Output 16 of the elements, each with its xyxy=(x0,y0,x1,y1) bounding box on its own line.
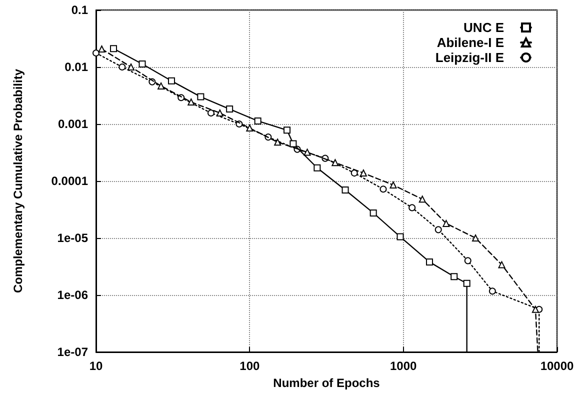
y-tick-label: 0.01 xyxy=(64,60,88,74)
x-tick-label: 1000 xyxy=(390,359,418,373)
y-tick-label: 0.0001 xyxy=(51,174,88,188)
x-axis-title: Number of Epochs xyxy=(273,376,380,390)
x-tick-label: 10 xyxy=(89,359,103,373)
y-axis-title: Complementary Cumulative Probability xyxy=(11,68,25,294)
legend-label: Leipzig-II E xyxy=(435,50,504,65)
y-tick-label: 1e-07 xyxy=(57,345,88,359)
y-tick-label: 0.001 xyxy=(58,117,88,131)
legend-label: UNC E xyxy=(464,20,504,35)
y-tick-label: 1e-05 xyxy=(57,231,88,245)
x-tick-label: 10000 xyxy=(540,359,574,373)
y-tick-label: 0.1 xyxy=(71,3,88,17)
x-tick-label: 100 xyxy=(240,359,260,373)
y-tick-label: 1e-06 xyxy=(57,288,88,302)
legend-label: Abilene-I E xyxy=(436,35,504,50)
